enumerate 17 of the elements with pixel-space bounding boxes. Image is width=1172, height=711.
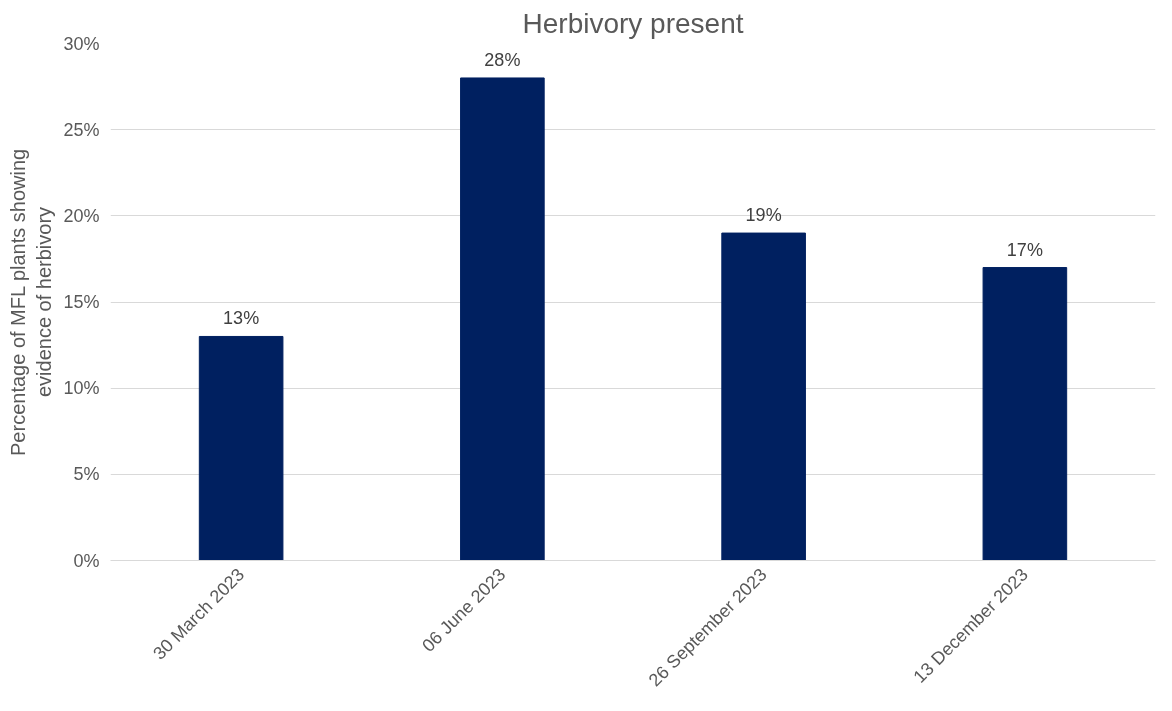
- y-tick-label: 5%: [73, 464, 100, 485]
- y-tick-label: 0%: [73, 550, 100, 571]
- y-axis-title: Percentage of MFL plants showing evidence of herbivory: [7, 148, 56, 456]
- bar: [460, 77, 545, 561]
- y-tick-label: 15%: [63, 292, 100, 312]
- bar: [198, 335, 284, 561]
- bar: [721, 232, 806, 561]
- data-label: 19%: [745, 205, 782, 226]
- y-tick-label: 20%: [63, 205, 100, 226]
- data-label: 17%: [1006, 239, 1043, 260]
- y-tick-label: 25%: [63, 119, 100, 140]
- data-label: 13%: [223, 308, 260, 329]
- chart-title: Herbivory present: [522, 7, 744, 39]
- data-label: 28%: [484, 49, 521, 70]
- y-tick-label: 30%: [63, 33, 100, 54]
- y-tick-label: 10%: [63, 378, 100, 399]
- bar: [982, 267, 1068, 561]
